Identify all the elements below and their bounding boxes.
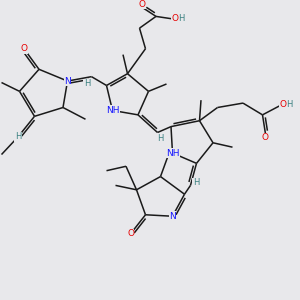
- Text: NH: NH: [166, 148, 179, 158]
- Text: H: H: [193, 178, 199, 187]
- Text: O: O: [127, 230, 134, 238]
- Text: H: H: [178, 14, 185, 23]
- Text: O: O: [279, 100, 286, 109]
- Text: O: O: [261, 133, 268, 142]
- Text: O: O: [138, 0, 146, 9]
- Text: NH: NH: [106, 106, 119, 115]
- Text: H: H: [286, 100, 293, 109]
- Text: N: N: [169, 212, 176, 221]
- Text: H: H: [15, 132, 21, 141]
- Text: N: N: [64, 76, 71, 85]
- Text: O: O: [20, 44, 28, 53]
- Text: H: H: [84, 80, 90, 88]
- Text: H: H: [157, 134, 164, 143]
- Text: O: O: [171, 14, 178, 23]
